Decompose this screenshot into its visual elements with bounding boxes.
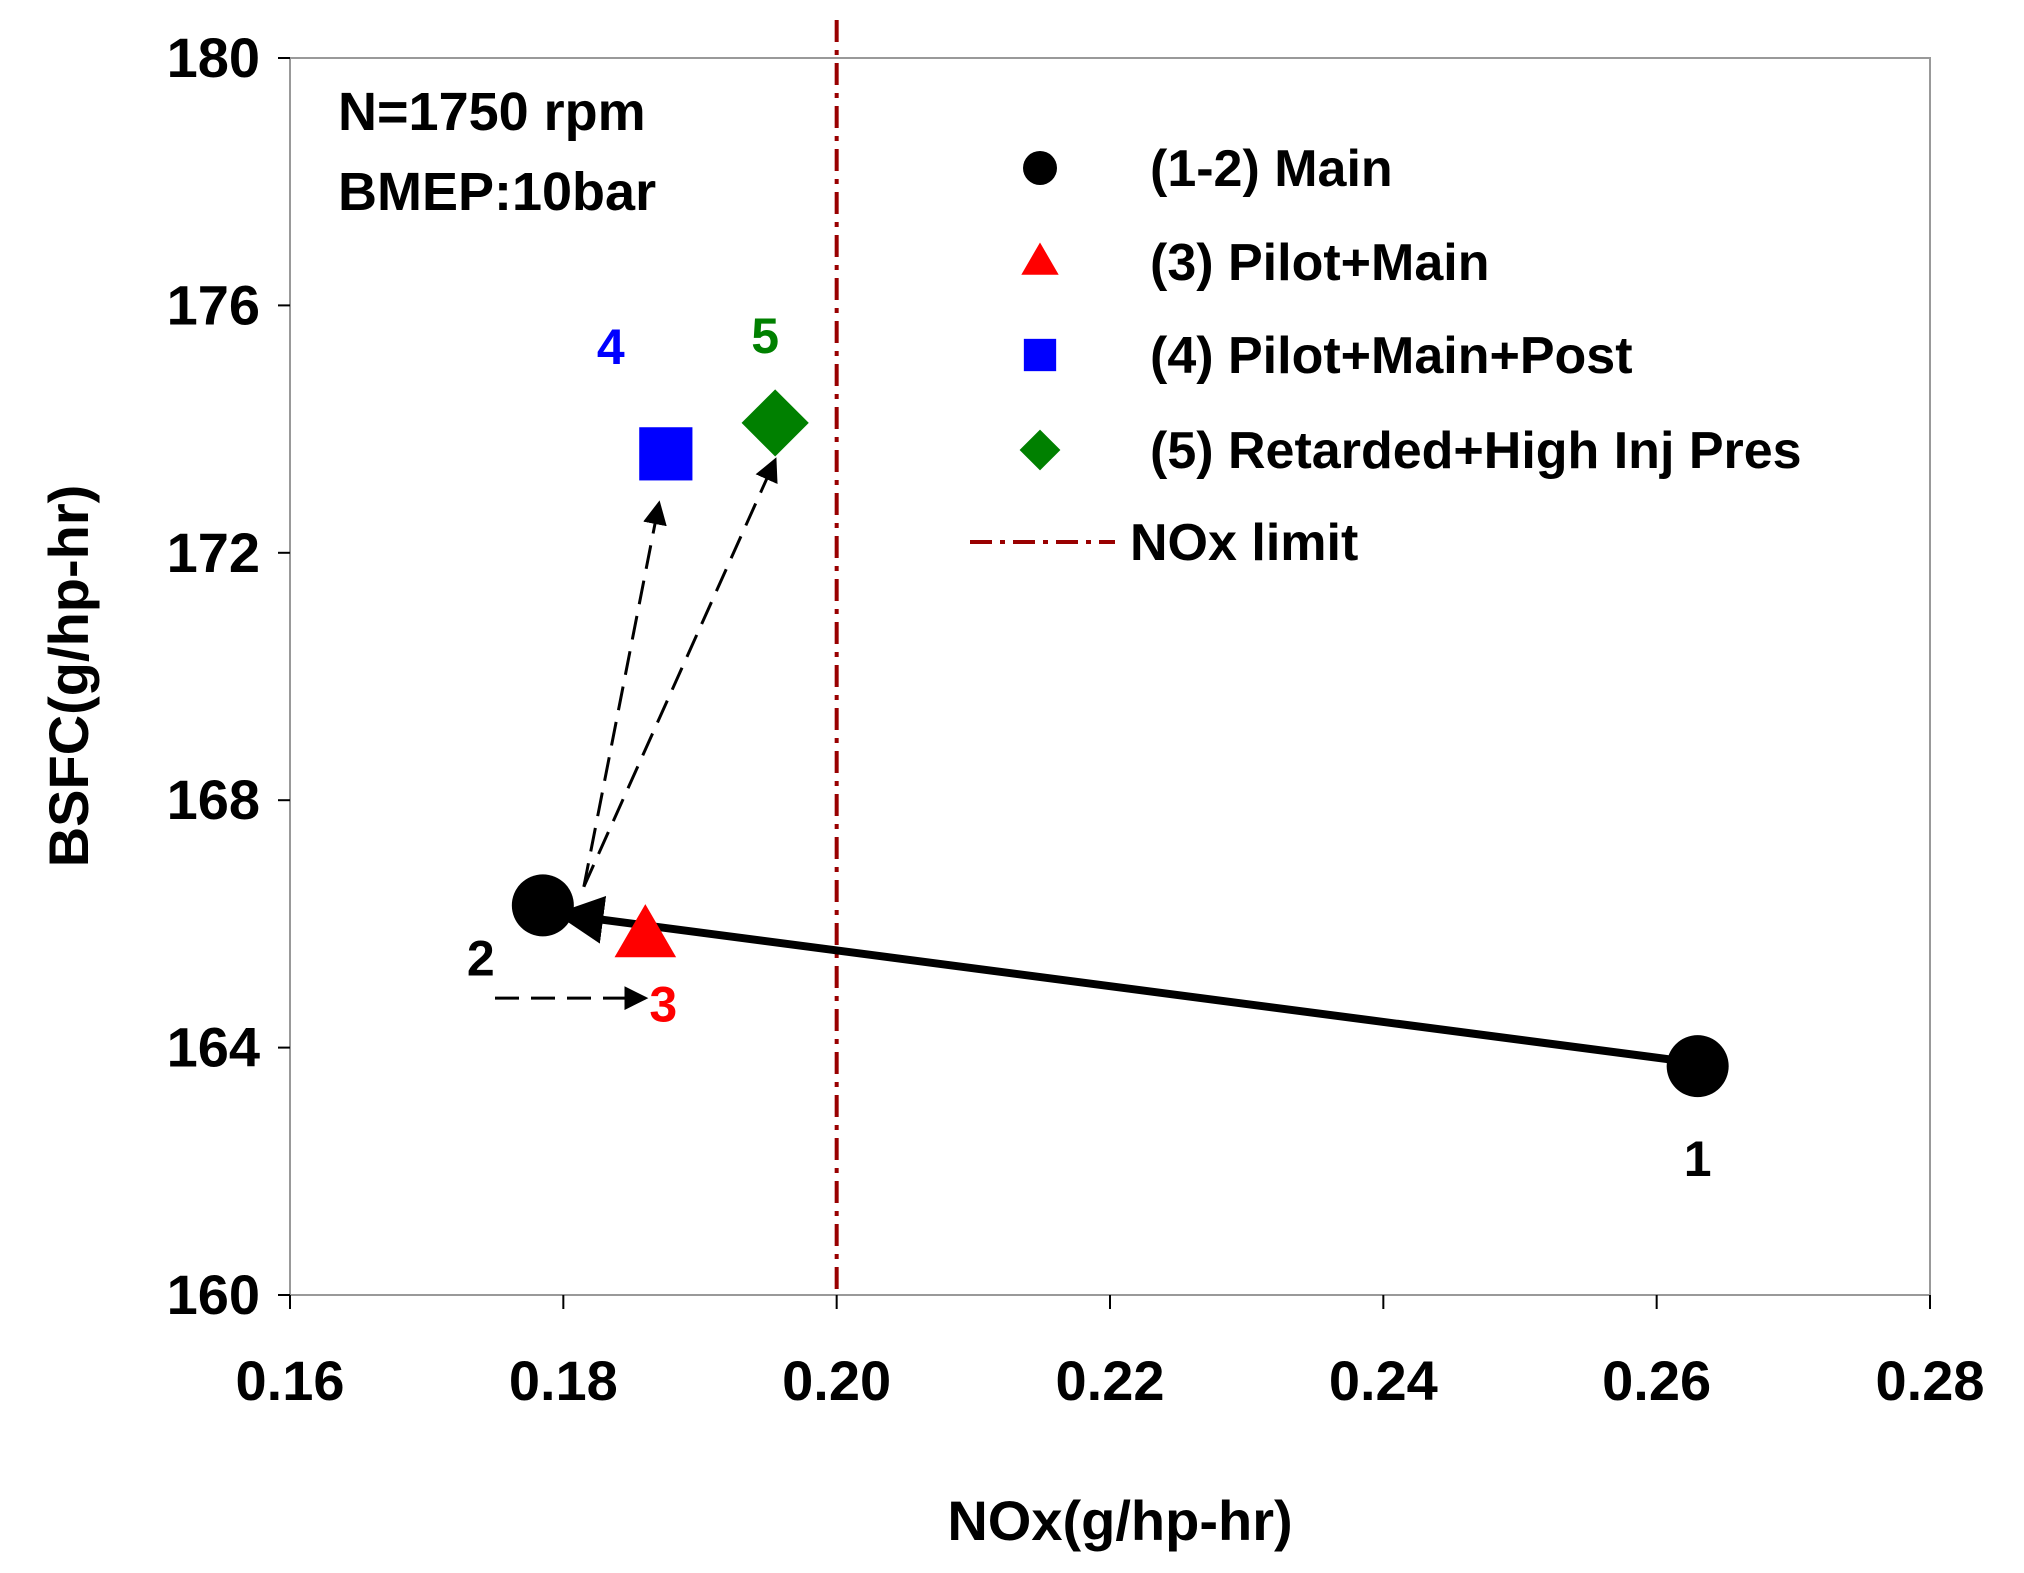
legend-entry-nox-limit: NOx limit: [1130, 514, 1358, 572]
operating-conditions: N=1750 rpm BMEP:10bar: [338, 82, 656, 222]
x-axis: 0.16 0.18 0.20 0.22 0.24 0.26 0.28: [236, 1295, 1985, 1412]
condition-bmep: BMEP:10bar: [338, 162, 656, 222]
point-label-1: 1: [1684, 1131, 1712, 1187]
y-axis-title: BSFC(g/hp-hr): [37, 485, 100, 868]
legend: (1-2) Main (3) Pilot+Main (4) Pilot+Main+P…: [970, 140, 1802, 572]
data-points: 1 2 3 4 5: [467, 308, 1729, 1187]
point-label-4: 4: [597, 319, 625, 375]
legend-entry-4: (5) Retarded+High Inj Pres: [1150, 422, 1802, 480]
data-point-5: [741, 389, 809, 457]
condition-speed: N=1750 rpm: [338, 82, 646, 142]
x-tick-label: 0.28: [1876, 1349, 1985, 1412]
y-tick-label: 180: [167, 26, 260, 89]
data-point-4: [639, 427, 693, 481]
y-tick-label: 176: [167, 273, 260, 336]
trend-arrow: [555, 896, 1699, 1068]
x-tick-label: 0.18: [509, 1349, 618, 1412]
dashed-arrow: [582, 457, 778, 888]
legend-marker-2: [1021, 242, 1059, 275]
y-axis: 160 164 168 172 176 180: [167, 26, 290, 1326]
plot-area: [289, 57, 1931, 1296]
x-tick-label: 0.16: [236, 1349, 345, 1412]
dashed-arrow: [582, 500, 667, 888]
arrows: [495, 457, 1699, 1068]
legend-entry-3: (4) Pilot+Main+Post: [1150, 327, 1633, 385]
point-label-5: 5: [751, 308, 779, 364]
legend-entry-1: (1-2) Main: [1150, 140, 1393, 198]
x-tick-label: 0.26: [1602, 1349, 1711, 1412]
legend-marker-3: [1023, 338, 1057, 372]
y-tick-label: 168: [167, 768, 260, 831]
point-label-3: 3: [649, 976, 677, 1032]
data-point-2: [511, 874, 574, 937]
point-label-2: 2: [467, 930, 495, 986]
data-point-3: [614, 904, 677, 958]
x-tick-label: 0.22: [1056, 1349, 1165, 1412]
y-tick-label: 164: [167, 1016, 260, 1079]
y-tick-label: 172: [167, 521, 260, 584]
x-tick-label: 0.20: [782, 1349, 891, 1412]
x-axis-title: NOx(g/hp-hr): [947, 1489, 1292, 1552]
legend-entry-2: (3) Pilot+Main: [1150, 234, 1489, 292]
x-tick-label: 0.24: [1329, 1349, 1438, 1412]
y-tick-label: 160: [167, 1263, 260, 1326]
data-point-1: [1666, 1035, 1729, 1098]
legend-marker-4: [1019, 429, 1061, 471]
legend-marker-1: [1023, 151, 1057, 185]
